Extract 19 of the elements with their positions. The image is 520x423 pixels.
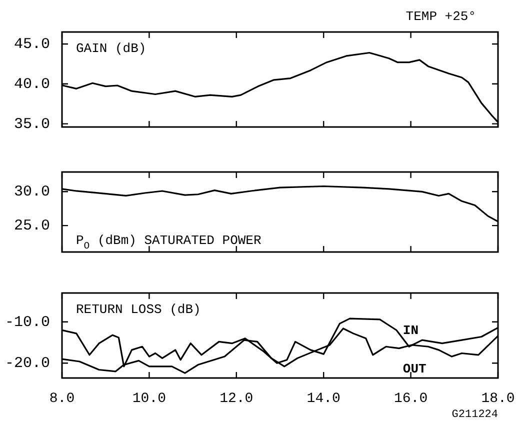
text: RETURN LOSS (dB)	[76, 302, 201, 317]
y-tick-label: 40.0	[14, 76, 50, 93]
x-tick-label: 10.0	[132, 391, 166, 408]
text: GAIN (dB)	[76, 41, 146, 56]
x-tick-label: 18.0	[481, 391, 515, 408]
y-tick-label: 30.0	[14, 184, 50, 201]
series-label: OUT	[402, 361, 427, 376]
y-tick-label: 25.0	[14, 218, 50, 235]
series-label: IN	[402, 323, 419, 338]
y-tick-label: 45.0	[14, 36, 50, 53]
text: TEMP +25°	[406, 9, 476, 24]
y-tick-label: 35.0	[14, 116, 50, 133]
x-tick-label: 14.0	[306, 391, 340, 408]
x-tick-label: 8.0	[49, 391, 75, 408]
y-tick-label: -20.0	[4, 355, 50, 372]
y-tick-label: -10.0	[4, 314, 50, 331]
x-tick-label: 12.0	[220, 391, 254, 408]
text: G211224	[452, 409, 498, 421]
x-tick-label: 16.0	[394, 391, 428, 408]
